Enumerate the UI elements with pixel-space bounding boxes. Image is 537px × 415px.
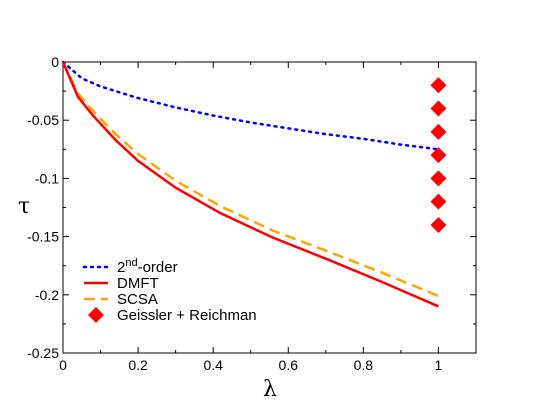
legend-label-dmft: DMFT: [117, 275, 159, 292]
geissler-reichman-marker: [430, 100, 447, 117]
legend-swatch-geissler-reichman: [88, 307, 104, 323]
geissler-reichman-marker: [430, 123, 447, 140]
y-tick-label: -0.1: [35, 170, 59, 186]
x-axis-label: λ: [263, 377, 277, 402]
y-tick-label: -0.15: [27, 229, 59, 245]
2nd-order-line: [61, 60, 440, 151]
x-tick-label: 0.8: [354, 357, 374, 373]
geissler-reichman-marker: [430, 193, 447, 210]
x-tick-label: 0: [59, 357, 67, 373]
geissler-reichman-marker: [430, 147, 447, 164]
legend-label-geissler-reichman: Geissler + Reichman: [117, 307, 257, 324]
y-tick-label: -0.25: [27, 345, 59, 361]
y-tick-label: -0.2: [35, 287, 59, 303]
axis-ticks: [62, 61, 477, 354]
legend-label-2nd-order: 2nd-order: [117, 257, 178, 276]
y-tick-label: -0.05: [27, 112, 59, 128]
series-layer: [61, 60, 447, 308]
dmft-line: [61, 61, 439, 308]
tick-labels: 0 0.2 0.4 0.6 0.8 1 0 -0.05 -0.1 -0.15 -0.2 -0.25: [27, 54, 442, 373]
x-tick-label: 0.2: [128, 357, 148, 373]
geissler-reichman-marker: [430, 77, 447, 94]
x-tick-label: 0.4: [203, 357, 223, 373]
legend-label-scsa: SCSA: [117, 291, 158, 308]
geissler-reichman-marker: [430, 170, 447, 187]
x-tick-label: 1: [435, 357, 443, 373]
geissler-reichman-marker: [430, 216, 447, 233]
y-axis-label: τ: [18, 194, 30, 219]
x-tick-label: 0.6: [279, 357, 299, 373]
y-tick-label: 0: [51, 54, 59, 70]
